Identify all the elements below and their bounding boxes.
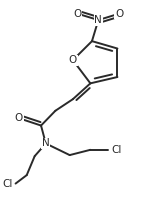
Text: O: O — [115, 9, 123, 19]
Text: N: N — [94, 15, 102, 25]
Text: Cl: Cl — [111, 145, 122, 155]
Text: O: O — [15, 113, 23, 123]
Text: Cl: Cl — [2, 179, 12, 189]
Text: O: O — [69, 55, 77, 65]
Text: O: O — [74, 9, 82, 19]
Text: N: N — [42, 138, 50, 149]
